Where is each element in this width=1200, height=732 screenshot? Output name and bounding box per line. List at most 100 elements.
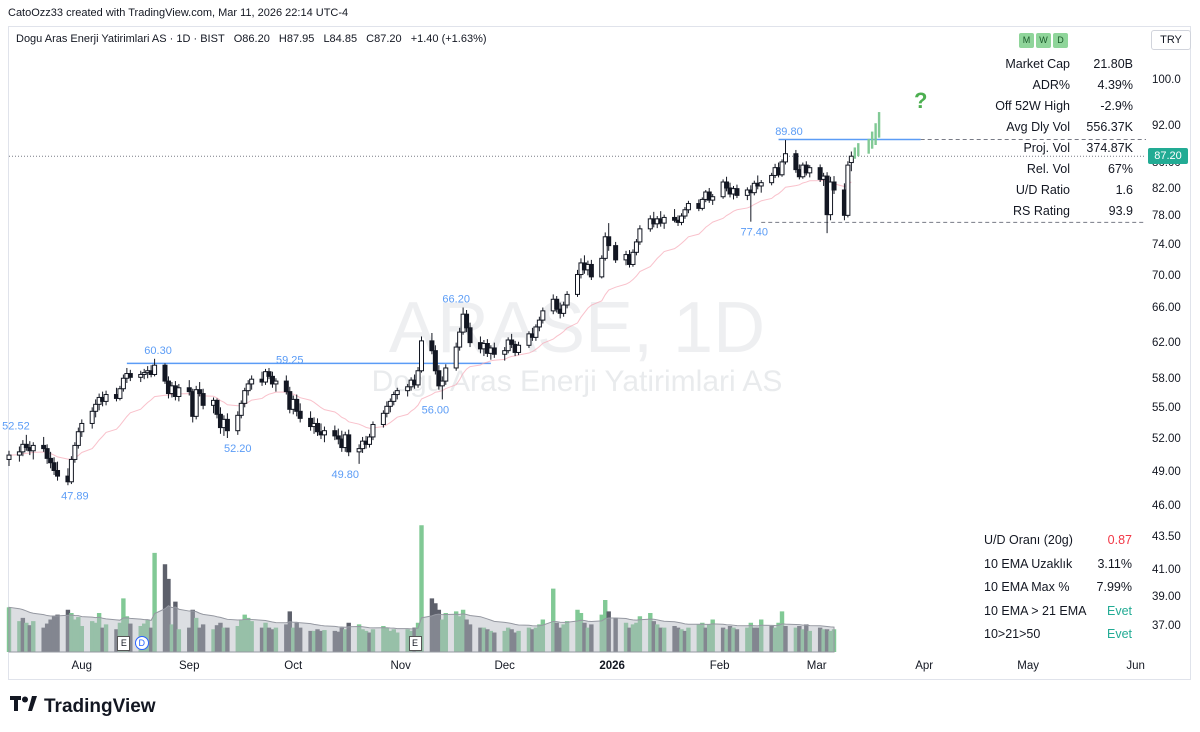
price-label: 52.52	[2, 421, 30, 433]
candle-body	[467, 327, 473, 344]
volume-bar	[630, 624, 636, 652]
volume-bar	[561, 624, 566, 652]
volume-bar	[821, 629, 826, 652]
x-axis-tick: Aug	[71, 660, 93, 672]
candle-body	[48, 457, 54, 464]
volume-bar	[675, 627, 681, 652]
x-axis-tick: Nov	[390, 660, 411, 672]
timeframe-weekly-badge[interactable]: W	[1036, 33, 1051, 48]
x-axis-tick: Mar	[806, 660, 827, 672]
dividend-event-badge[interactable]: D	[134, 636, 149, 650]
volume-bar	[731, 627, 736, 652]
volume-bar	[197, 627, 202, 652]
x-axis-tick: Feb	[709, 660, 730, 672]
candle-body	[380, 412, 386, 425]
volume-bar	[297, 627, 303, 652]
y-axis-tick: 43.50	[1152, 531, 1181, 544]
volume-bar	[96, 613, 102, 652]
volume-bar	[384, 627, 390, 652]
volume-bar	[193, 617, 199, 652]
volume-bar	[24, 622, 29, 652]
volume-bar	[190, 609, 195, 652]
volume-bar	[176, 629, 182, 652]
volume-bar	[76, 617, 81, 652]
candle-body	[516, 344, 522, 353]
tradingview-logo[interactable]: TradingView	[10, 695, 156, 718]
timeframe-daily-badge[interactable]: D	[1053, 33, 1068, 48]
volume-bar	[121, 598, 126, 652]
volume-bar	[804, 624, 809, 652]
projection-bar	[870, 131, 874, 149]
candle-body	[127, 373, 133, 378]
y-axis-tick: 58.00	[1152, 373, 1181, 386]
candle-body	[782, 153, 788, 163]
candle-body	[315, 422, 321, 433]
volume-bar	[311, 630, 317, 652]
volume-bar	[51, 616, 57, 652]
projection-bar	[853, 147, 857, 159]
volume-bar	[343, 629, 348, 652]
volume-bar	[187, 627, 192, 652]
ema-stat-label: 10 EMA > 21 EMA	[984, 603, 1087, 618]
volume-bar	[89, 621, 95, 652]
volume-bar	[589, 624, 594, 652]
chart-frame[interactable]	[8, 26, 1191, 680]
volume-bar	[48, 619, 53, 652]
candle-body	[387, 400, 393, 407]
volume-bar	[93, 622, 98, 652]
candle-body	[661, 216, 667, 224]
candle-body	[828, 181, 834, 216]
ohlc-high: H87.95	[278, 33, 315, 45]
volume-bar	[457, 616, 462, 652]
volume-bar	[318, 630, 324, 652]
stat-label: U/D Ratio	[1015, 183, 1070, 197]
volume-bar	[478, 627, 483, 652]
volume-bar	[540, 619, 546, 652]
currency-button[interactable]: TRY	[1151, 30, 1191, 50]
candle-body	[89, 410, 95, 424]
candle-body	[637, 228, 643, 243]
price-label: 59.25	[276, 354, 304, 366]
ohlc-close: C87.20	[366, 33, 402, 45]
volume-bar	[682, 630, 688, 652]
candle-body	[724, 181, 730, 189]
volume-bar	[759, 619, 764, 652]
volume-bar	[221, 627, 227, 652]
candle-body	[439, 380, 445, 387]
projection-bar	[874, 123, 877, 145]
volume-bar	[551, 588, 556, 652]
volume-bar	[436, 609, 442, 652]
stat-value: 67%	[1107, 162, 1133, 176]
volume-bar	[686, 627, 691, 652]
volume-bar	[211, 629, 216, 652]
volume-bar	[360, 629, 365, 652]
volume-bar	[661, 627, 667, 652]
tradingview-wordmark: TradingView	[44, 695, 156, 717]
volume-bar	[453, 611, 459, 652]
stat-label: Rel. Vol	[1026, 162, 1070, 176]
volume-bar	[69, 613, 74, 652]
volume-bar	[284, 624, 289, 652]
candle-body	[807, 167, 813, 174]
volume-bar	[578, 613, 584, 652]
volume-bar	[20, 617, 26, 652]
volume-bar	[672, 626, 677, 652]
earnings-event-badge[interactable]: E	[408, 636, 422, 651]
volume-bar	[294, 622, 299, 652]
volume-bar	[44, 623, 50, 652]
price-label: 60.30	[144, 345, 172, 357]
projection-bar	[877, 112, 881, 138]
timeframe-monthly-badge[interactable]: M	[1019, 33, 1034, 48]
ema-stat-value: 0.87	[1107, 533, 1132, 547]
ema-stat-label: 10 EMA Uzaklık	[984, 556, 1073, 571]
y-axis-tick: 49.00	[1152, 465, 1181, 478]
y-axis-tick: 74.00	[1152, 239, 1181, 252]
stat-value: 1.6	[1115, 183, 1133, 197]
earnings-event-badge[interactable]: E	[117, 636, 131, 651]
watermark-ticker: ARASE, 1D	[389, 288, 765, 368]
volume-bar	[752, 627, 757, 652]
volume-bar	[65, 609, 71, 652]
y-axis-tick: 82.00	[1152, 182, 1181, 195]
y-axis-tick: 62.00	[1152, 336, 1181, 349]
